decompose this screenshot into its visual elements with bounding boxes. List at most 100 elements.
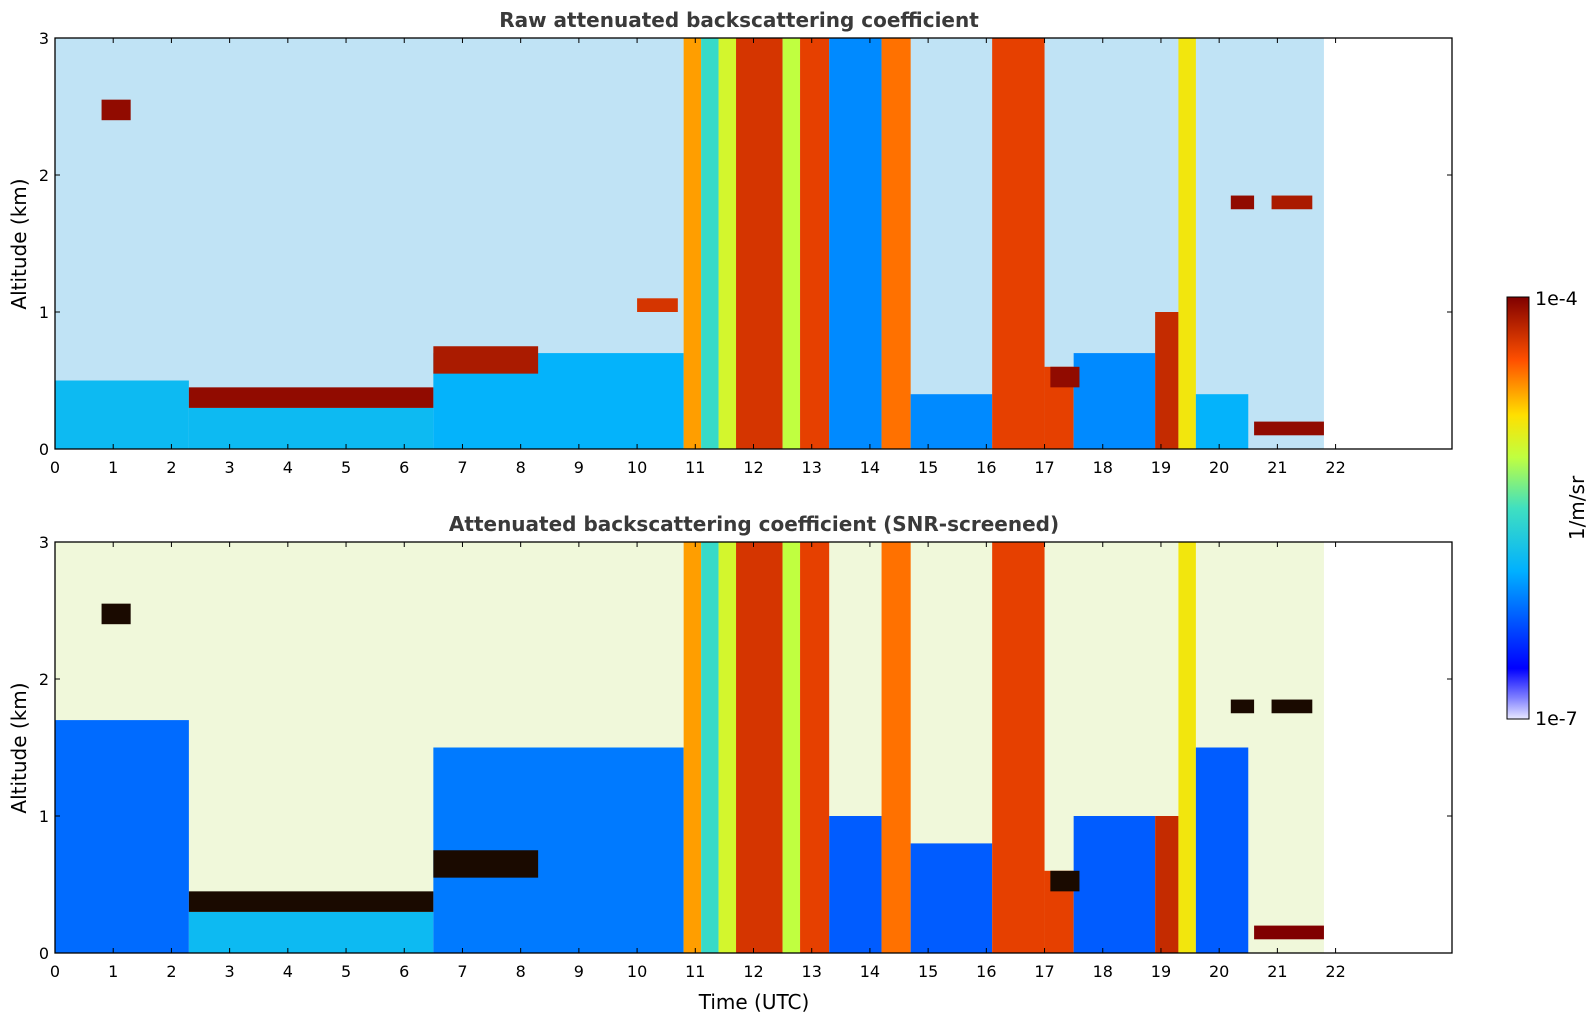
x-tick-label: 1	[108, 962, 118, 981]
cloud-layer	[188, 891, 434, 912]
x-tick-label: 20	[1209, 962, 1229, 981]
backscatter-cell	[55, 720, 189, 953]
backscatter-cell	[718, 542, 737, 953]
x-tick-label: 18	[1093, 458, 1113, 477]
x-axis: 0 1 2 3 4 5 6 7 8 9 10 11 12 13 14 15 16 17 18 19 20 21 22	[50, 38, 1346, 477]
x-tick-label: 22	[1325, 962, 1345, 981]
x-tick-label: 0	[50, 458, 60, 477]
backscatter-cell	[881, 542, 911, 953]
x-tick-label: 4	[283, 962, 293, 981]
y-tick-label: 0	[39, 944, 49, 963]
x-tick-label: 7	[457, 962, 467, 981]
colorbar: 1e-4 1e-7 1/m/sr	[1506, 288, 1589, 730]
backscatter-cell	[1073, 353, 1156, 449]
colorbar-label: 1/m/sr	[1565, 475, 1589, 540]
x-tick-label: 10	[627, 962, 647, 981]
cloud-layer	[101, 99, 131, 121]
y-tick-label: 2	[39, 166, 49, 185]
y-axis: 0 1 2 3	[39, 533, 1452, 963]
x-tick-label: 8	[516, 962, 526, 981]
panel-title: Raw attenuated backscattering coefficien…	[499, 8, 979, 32]
x-tick-label: 3	[225, 962, 235, 981]
backscatter-cell	[718, 38, 737, 449]
y-tick-label: 0	[39, 440, 49, 459]
y-tick-label: 3	[39, 29, 49, 48]
colorbar-min-label: 1e-7	[1535, 708, 1578, 730]
cloud-layer	[1271, 195, 1313, 210]
x-tick-label: 11	[685, 962, 705, 981]
cloud-layer	[433, 346, 539, 374]
x-tick-label: 0	[50, 962, 60, 981]
heatmap-area	[55, 542, 1324, 953]
x-tick-label: 6	[399, 962, 409, 981]
backscatter-cell	[829, 816, 882, 953]
backscatter-cell	[701, 38, 719, 449]
cloud-layer	[1271, 699, 1313, 714]
x-tick-label: 12	[743, 962, 763, 981]
backscatter-cell	[910, 843, 993, 953]
backscatter-cell	[1178, 542, 1196, 953]
y-axis-label: Altitude (km)	[7, 178, 31, 309]
backscatter-cell	[55, 380, 189, 449]
x-tick-label: 19	[1151, 458, 1171, 477]
x-tick-label: 18	[1093, 962, 1113, 981]
cloud-layer	[101, 603, 131, 625]
backscatter-cell	[1254, 925, 1324, 940]
cloud-layer	[1050, 366, 1080, 388]
backscatter-cell	[829, 38, 882, 449]
backscatter-cell	[1155, 816, 1179, 953]
backscatter-cell	[782, 38, 801, 449]
x-tick-label: 12	[743, 458, 763, 477]
x-axis: 0 1 2 3 4 5 6 7 8 9 10 11 12 13 14 15 16 17 18 19 20 21 22	[50, 542, 1346, 981]
backscatter-cell	[1155, 312, 1179, 449]
raw-backscatter-panel: Raw attenuated backscattering coefficien…	[7, 8, 1453, 477]
x-tick-label: 21	[1267, 458, 1287, 477]
x-tick-label: 7	[457, 458, 467, 477]
x-tick-label: 22	[1325, 458, 1345, 477]
x-tick-label: 14	[860, 458, 880, 477]
x-tick-label: 1	[108, 458, 118, 477]
x-tick-label: 16	[976, 458, 996, 477]
panel-title: Attenuated backscattering coefficient (S…	[449, 512, 1059, 536]
y-tick-label: 1	[39, 807, 49, 826]
cloud-layer	[1230, 195, 1255, 210]
backscatter-cell	[800, 38, 830, 449]
backscatter-cell	[1254, 421, 1324, 436]
x-tick-label: 9	[574, 458, 584, 477]
backscatter-cell	[1073, 816, 1156, 953]
y-tick-label: 1	[39, 303, 49, 322]
y-axis-label: Altitude (km)	[7, 682, 31, 813]
x-tick-label: 9	[574, 962, 584, 981]
colorbar-max-label: 1e-4	[1535, 288, 1578, 310]
x-tick-label: 6	[399, 458, 409, 477]
cloud-layer	[433, 850, 539, 878]
backscatter-cell	[683, 542, 702, 953]
x-tick-label: 20	[1209, 458, 1229, 477]
heatmap-area	[55, 38, 1324, 449]
backscatter-cell	[701, 542, 719, 953]
y-tick-label: 2	[39, 670, 49, 689]
y-tick-label: 3	[39, 533, 49, 552]
backscatter-cell	[992, 38, 1045, 449]
x-tick-label: 10	[627, 458, 647, 477]
x-tick-label: 5	[341, 962, 351, 981]
backscatter-cell	[992, 542, 1045, 953]
snr-screened-panel: Attenuated backscattering coefficient (S…	[7, 512, 1453, 1014]
x-tick-label: 17	[1034, 458, 1054, 477]
x-tick-label: 2	[166, 962, 176, 981]
x-axis-label: Time (UTC)	[698, 990, 810, 1014]
x-tick-label: 14	[860, 962, 880, 981]
backscatter-cell	[1195, 394, 1249, 449]
x-tick-label: 8	[516, 458, 526, 477]
cloud-layer	[1230, 699, 1255, 714]
x-tick-label: 13	[802, 458, 822, 477]
y-axis: 0 1 2 3	[39, 29, 1452, 459]
x-tick-label: 11	[685, 458, 705, 477]
backscatter-cell	[800, 542, 830, 953]
backscatter-cell	[188, 911, 434, 953]
x-tick-label: 16	[976, 962, 996, 981]
cloud-layer	[1050, 870, 1080, 892]
backscatter-cell	[910, 394, 993, 449]
backscatter-cell	[188, 407, 434, 449]
